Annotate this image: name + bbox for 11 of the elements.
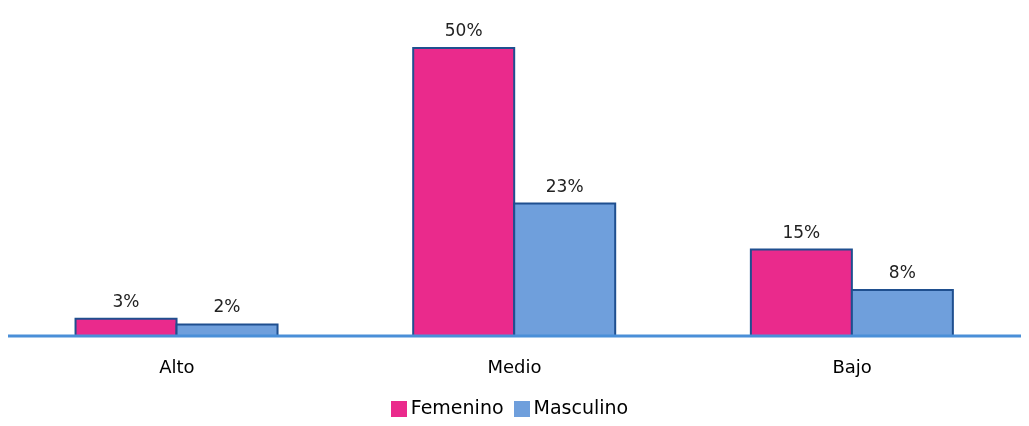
data-label: 2% — [213, 296, 241, 317]
data-label: 50% — [444, 20, 483, 40]
x-tick-label: Alto — [159, 355, 195, 377]
x-tick-label: Medio — [487, 355, 542, 377]
data-label: 3% — [112, 290, 140, 311]
x-tick-label: Bajo — [832, 355, 872, 377]
legend-label: Masculino — [533, 396, 629, 418]
data-label: 8% — [888, 261, 916, 282]
data-label: 15% — [782, 221, 821, 242]
legend-label: Femenino — [410, 396, 504, 418]
data-label: 23% — [545, 175, 584, 196]
